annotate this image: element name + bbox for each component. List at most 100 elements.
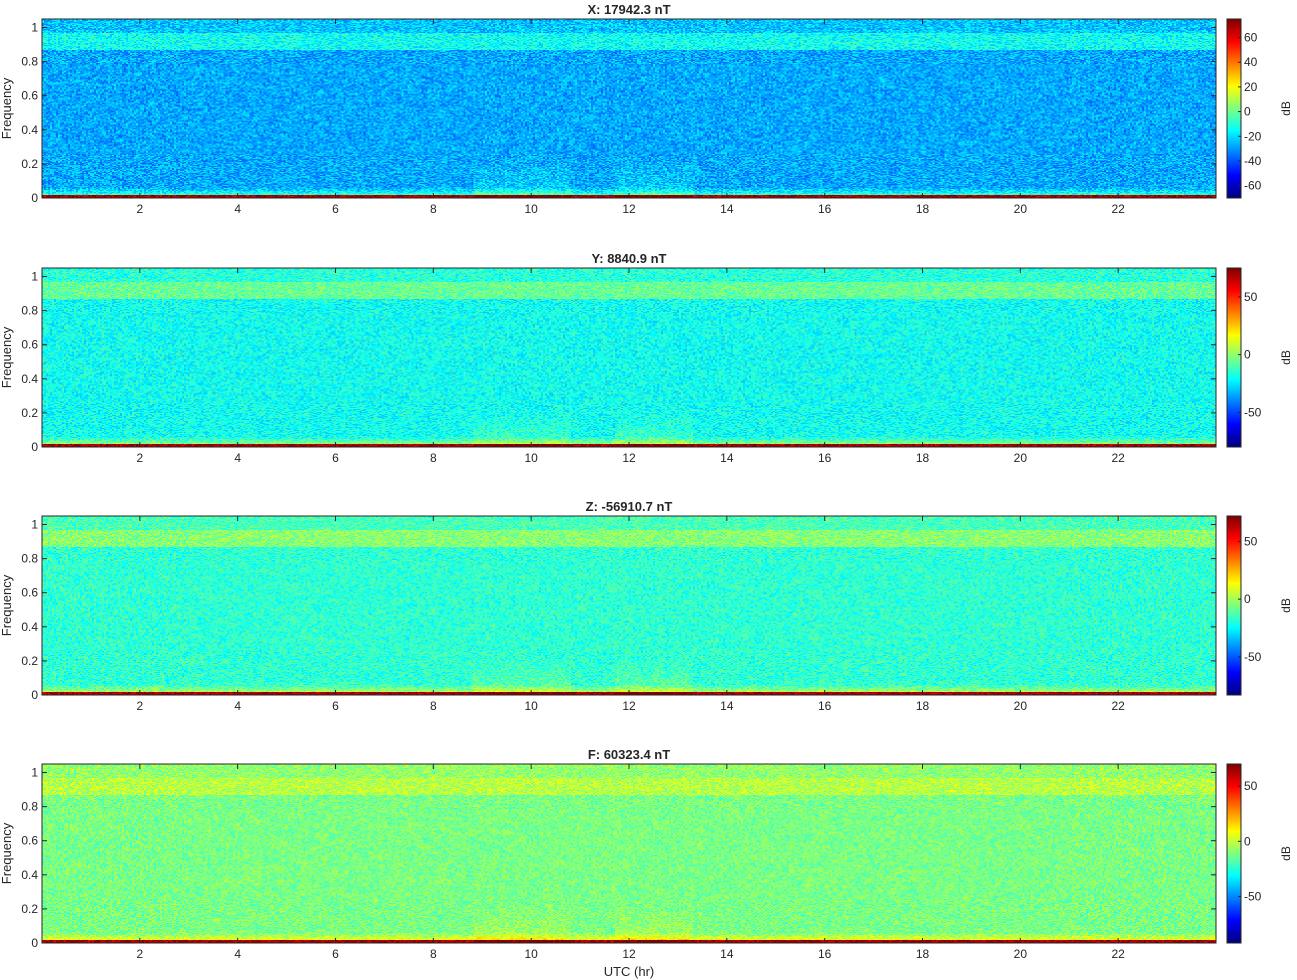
- x-tick-label: 10: [524, 451, 538, 465]
- y-axis-label: Frequency: [0, 574, 14, 636]
- y-tick-label: 0.8: [21, 304, 38, 318]
- colorbar-tick-label: 0: [1244, 592, 1251, 606]
- spectrogram-image: [42, 764, 1216, 943]
- y-tick-label: 0.4: [21, 123, 38, 137]
- colorbar-tick-label: 0: [1244, 105, 1251, 119]
- y-axis-label: Frequency: [0, 822, 14, 884]
- y-tick-label: 0.6: [21, 586, 38, 600]
- y-tick-label: 0.6: [21, 338, 38, 352]
- y-axis-label: Frequency: [0, 77, 14, 139]
- colorbar: [1227, 19, 1241, 198]
- x-tick-label: 6: [332, 947, 339, 961]
- panel-title: Y: 8840.9 nT: [592, 251, 667, 266]
- colorbar-frame: [1226, 515, 1242, 696]
- x-tick-label: 20: [1014, 202, 1028, 216]
- x-tick-label: 2: [136, 451, 143, 465]
- x-tick-label: 22: [1111, 699, 1125, 713]
- x-tick-label: 12: [622, 947, 636, 961]
- x-tick-label: 2: [136, 699, 143, 713]
- y-tick-label: 0.6: [21, 834, 38, 848]
- colorbar-label: dB: [1279, 598, 1293, 613]
- y-tick-label: 0.6: [21, 89, 38, 103]
- colorbar-tick-label: -40: [1244, 154, 1262, 168]
- x-tick-label: 8: [430, 699, 437, 713]
- x-tick-label: 16: [818, 947, 832, 961]
- x-tick-label: 14: [720, 699, 734, 713]
- y-tick-label: 0.4: [21, 868, 38, 882]
- colorbar-tick-label: 0: [1244, 348, 1251, 362]
- x-tick-label: 2: [136, 947, 143, 961]
- y-tick-label: 0.4: [21, 620, 38, 634]
- x-tick-label: 4: [234, 202, 241, 216]
- x-tick-label: 8: [430, 947, 437, 961]
- x-tick-label: 16: [818, 202, 832, 216]
- x-tick-label: 10: [524, 202, 538, 216]
- panel-4: F: 60323.4 nT2 4 6 8 10 12 14 16 18 20 2200.20.40.…: [0, 747, 1293, 979]
- colorbar-label: dB: [1279, 101, 1293, 116]
- x-tick-label: 18: [916, 202, 930, 216]
- x-tick-label: 10: [524, 699, 538, 713]
- panel-title: F: 60323.4 nT: [588, 747, 670, 762]
- x-tick-label: 20: [1014, 699, 1028, 713]
- y-tick-label: 0.8: [21, 552, 38, 566]
- panel-title: Z: -56910.7 nT: [586, 499, 673, 514]
- x-tick-label: 12: [622, 202, 636, 216]
- x-tick-label: 12: [622, 699, 636, 713]
- spectrogram-image: [42, 19, 1216, 198]
- x-tick-label: 18: [916, 699, 930, 713]
- x-tick-label: 12: [622, 451, 636, 465]
- spectrogram-image: [42, 516, 1216, 695]
- y-tick-label: 0.2: [21, 654, 38, 668]
- colorbar-tick-label: 40: [1244, 55, 1258, 69]
- y-tick-label: 0.8: [21, 55, 38, 69]
- y-tick-label: 0: [31, 191, 38, 205]
- colorbar-frame: [1226, 763, 1242, 944]
- x-tick-label: 10: [524, 947, 538, 961]
- x-tick-label: 4: [234, 699, 241, 713]
- y-tick-label: 0: [31, 936, 38, 950]
- x-tick-label: 4: [234, 451, 241, 465]
- colorbar-tick-label: -50: [1244, 650, 1262, 664]
- y-tick-label: 0.2: [21, 902, 38, 916]
- x-tick-label: 22: [1111, 451, 1125, 465]
- colorbar-tick-label: -60: [1244, 179, 1262, 193]
- y-tick-label: 1: [31, 766, 38, 780]
- colorbar-label: dB: [1279, 350, 1293, 365]
- x-tick-label: 14: [720, 947, 734, 961]
- panel-1: X: 17942.3 nT2 4 6 8 10 12 14 16 18 20 2200.20.40.…: [0, 2, 1293, 216]
- x-axis-label: UTC (hr): [604, 964, 655, 979]
- x-tick-label: 14: [720, 202, 734, 216]
- y-tick-label: 1: [31, 21, 38, 35]
- colorbar: [1227, 516, 1241, 695]
- x-tick-label: 6: [332, 451, 339, 465]
- x-tick-label: 16: [818, 451, 832, 465]
- x-tick-label: 22: [1111, 202, 1125, 216]
- y-tick-label: 1: [31, 270, 38, 284]
- x-tick-label: 2: [136, 202, 143, 216]
- x-tick-label: 20: [1014, 947, 1028, 961]
- colorbar-tick-label: 20: [1244, 80, 1258, 94]
- x-tick-label: 18: [916, 947, 930, 961]
- colorbar: [1227, 764, 1241, 943]
- colorbar-frame: [1226, 267, 1242, 448]
- spectrogram-image: [42, 268, 1216, 447]
- x-tick-label: 8: [430, 451, 437, 465]
- x-tick-label: 22: [1111, 947, 1125, 961]
- panel-title: X: 17942.3 nT: [587, 2, 670, 17]
- y-tick-label: 1: [31, 518, 38, 532]
- y-axis-label: Frequency: [0, 326, 14, 388]
- y-tick-label: 0: [31, 688, 38, 702]
- colorbar-tick-label: -50: [1244, 405, 1262, 419]
- panel-2: Y: 8840.9 nT2 4 6 8 10 12 14 16 18 20 2200.20.40.6…: [0, 251, 1293, 465]
- colorbar: [1227, 268, 1241, 447]
- colorbar-tick-label: 0: [1244, 834, 1251, 848]
- y-tick-label: 0.8: [21, 800, 38, 814]
- x-tick-label: 16: [818, 699, 832, 713]
- y-tick-label: 0.2: [21, 406, 38, 420]
- y-tick-label: 0.2: [21, 157, 38, 171]
- panel-3: Z: -56910.7 nT2 4 6 8 10 12 14 16 18 20 2200.20.40…: [0, 499, 1293, 713]
- x-tick-label: 8: [430, 202, 437, 216]
- x-tick-label: 14: [720, 451, 734, 465]
- x-tick-label: 6: [332, 202, 339, 216]
